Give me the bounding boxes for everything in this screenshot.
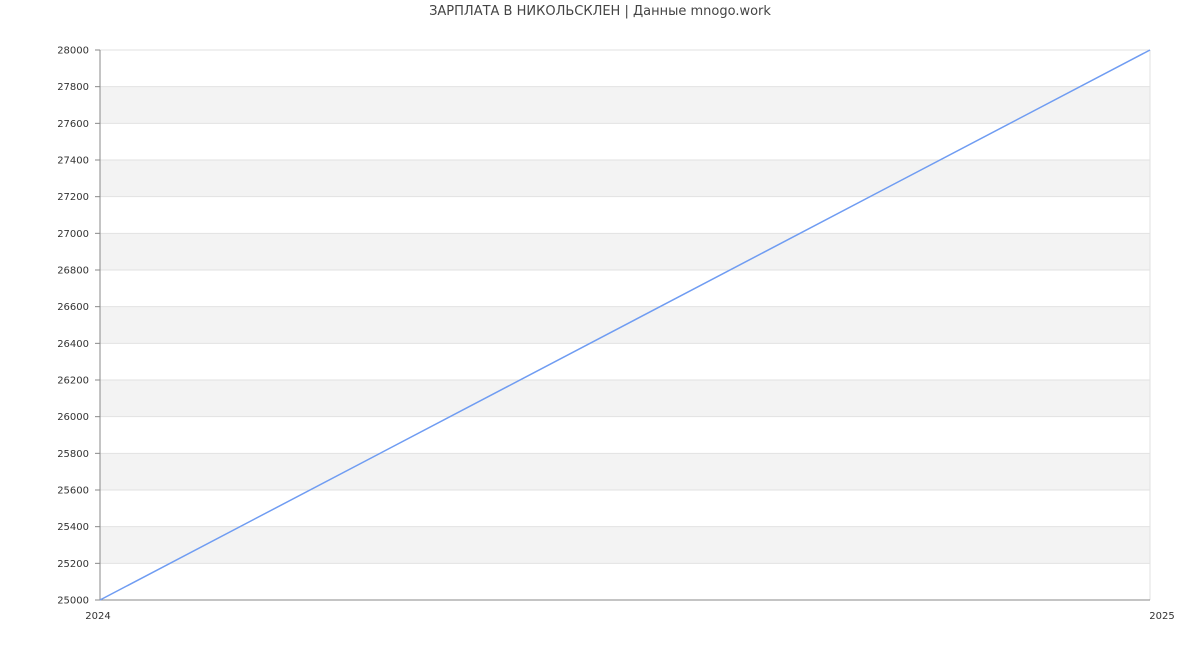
- y-tick-label: 28000: [57, 46, 89, 57]
- y-tick-label: 27200: [57, 192, 89, 203]
- y-tick-label: 25600: [57, 486, 89, 497]
- y-tick-label: 25000: [57, 596, 89, 607]
- grid-band: [100, 196, 1150, 234]
- y-tick-label: 25200: [57, 559, 89, 570]
- chart-title: ЗАРПЛАТА В НИКОЛЬСКЛЕН | Данные mnogo.wo…: [429, 4, 771, 19]
- y-tick-label: 27800: [57, 82, 89, 93]
- grid-band: [100, 86, 1150, 124]
- x-tick-label: 2024: [85, 611, 110, 622]
- y-tick-label: 27000: [57, 229, 89, 240]
- x-tick-label: 2025: [1149, 611, 1174, 622]
- grid-band: [100, 453, 1150, 490]
- grid-band: [100, 526, 1150, 564]
- y-tick-label: 27400: [57, 156, 89, 167]
- y-tick-label: 25400: [57, 522, 89, 533]
- grid-band: [100, 343, 1150, 380]
- y-tick-label: 25800: [57, 449, 89, 460]
- series-line: [99, 49, 1151, 601]
- grid-band: [100, 563, 1150, 600]
- y-tick-label: 26800: [57, 266, 89, 277]
- y-tick-label: 27600: [57, 119, 89, 130]
- y-tick-label: 26000: [57, 412, 89, 423]
- grid-band: [100, 233, 1150, 270]
- grid-band: [100, 123, 1150, 160]
- y-tick-label: 26400: [57, 339, 89, 350]
- grid-band: [100, 160, 1150, 197]
- y-tick-label: 26600: [57, 302, 89, 313]
- grid-band: [100, 270, 1150, 307]
- grid-band: [100, 50, 1150, 87]
- grid-band: [100, 380, 1150, 417]
- y-tick-label: 26200: [57, 376, 89, 387]
- grid-band: [100, 416, 1150, 454]
- grid-band: [100, 490, 1150, 527]
